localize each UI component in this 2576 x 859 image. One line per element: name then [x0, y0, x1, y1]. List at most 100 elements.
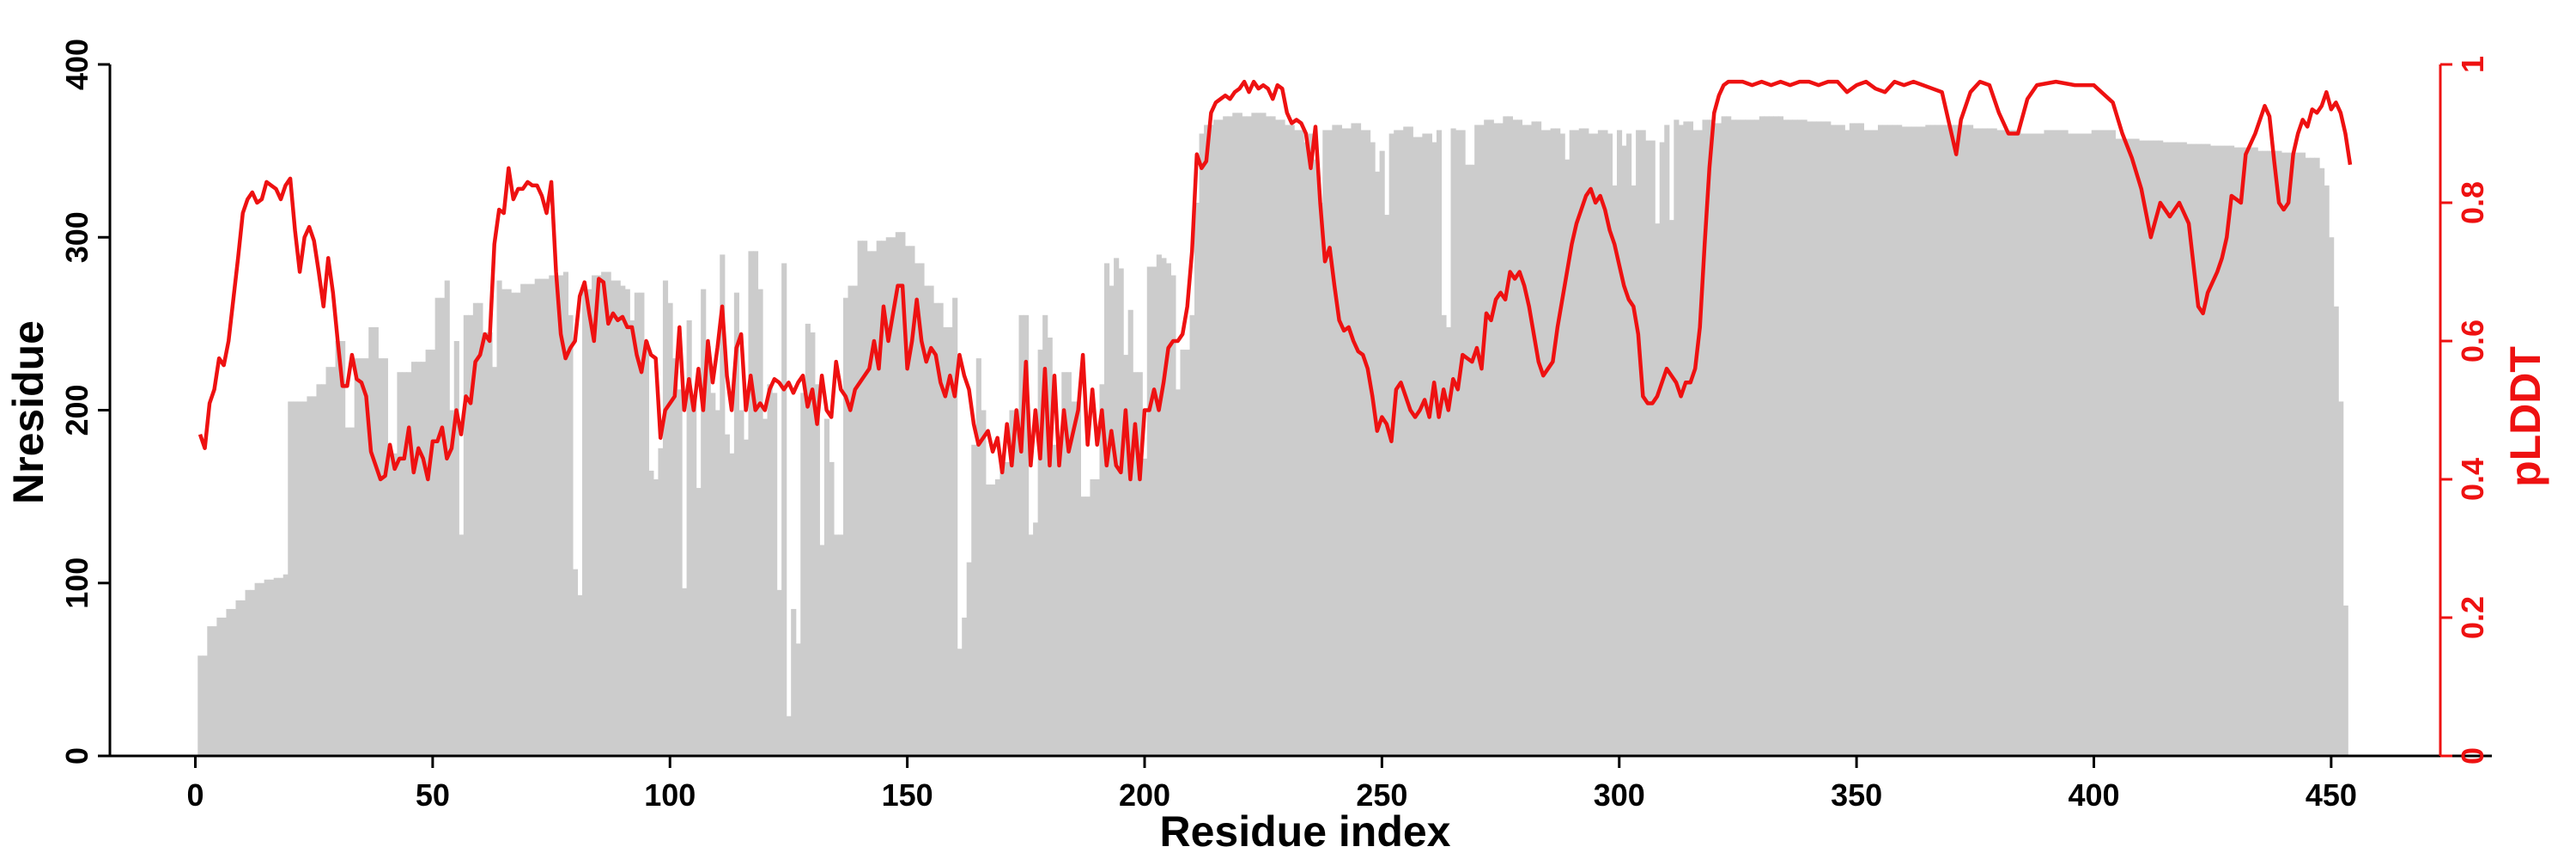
bar — [1777, 116, 1784, 757]
bar — [1498, 123, 1504, 757]
bar — [1236, 113, 1242, 757]
bar — [686, 320, 692, 756]
bar — [800, 393, 806, 757]
bar — [2129, 138, 2136, 757]
bar — [1664, 125, 1670, 756]
bar — [1270, 116, 1276, 757]
bar — [368, 326, 374, 756]
bar — [2196, 143, 2202, 756]
bar — [1968, 125, 1974, 756]
bar — [2181, 142, 2187, 756]
bar — [1180, 350, 1186, 756]
bar — [1165, 263, 1171, 756]
y-right-tick-label: 0 — [2455, 747, 2490, 765]
bar — [2224, 145, 2230, 757]
bar — [999, 461, 1005, 757]
bar — [843, 297, 849, 756]
bar — [677, 389, 683, 756]
bar — [729, 453, 735, 756]
bar — [1227, 116, 1233, 757]
bar — [1242, 116, 1248, 757]
bar — [672, 358, 678, 756]
bar — [349, 427, 355, 757]
bar — [453, 341, 459, 756]
bar — [691, 396, 697, 756]
bar — [301, 401, 307, 756]
bar — [1607, 133, 1613, 756]
bar — [643, 341, 649, 756]
bar — [1721, 116, 1727, 757]
bar — [762, 418, 769, 756]
bar — [966, 562, 972, 756]
bar — [1013, 410, 1020, 756]
bar — [1099, 384, 1105, 756]
bar — [1887, 125, 1893, 756]
bar — [743, 439, 750, 756]
bar — [1061, 372, 1067, 756]
bar — [1649, 140, 1656, 757]
bar — [197, 655, 204, 756]
bar — [2267, 150, 2273, 757]
bar — [2290, 152, 2297, 756]
bar — [1935, 125, 1941, 756]
bar — [2063, 130, 2069, 757]
bar — [1640, 130, 1646, 757]
bar — [1255, 113, 1262, 757]
bar — [919, 263, 925, 756]
bar — [1004, 461, 1011, 757]
bar — [981, 410, 987, 756]
bar — [1413, 137, 1419, 756]
bar — [895, 232, 901, 757]
bar — [2205, 143, 2211, 756]
bar — [1978, 128, 1984, 756]
bar — [421, 362, 427, 756]
bar — [2305, 157, 2311, 757]
bar — [1683, 121, 1689, 756]
bar — [283, 574, 289, 756]
bar — [1317, 203, 1323, 756]
bar — [2068, 133, 2074, 756]
bar — [1388, 133, 1394, 756]
bar — [720, 254, 726, 757]
bar — [568, 314, 574, 756]
bar — [534, 278, 540, 756]
bar — [838, 534, 844, 756]
bar — [1441, 314, 1447, 756]
y-left-tick-label: 400 — [59, 39, 94, 90]
bar — [1184, 350, 1191, 756]
bar — [235, 600, 241, 757]
bar — [2319, 168, 2325, 756]
x-tick-label: 250 — [1356, 777, 1407, 813]
bar — [297, 401, 303, 756]
bar — [2172, 142, 2178, 756]
bar — [1982, 128, 1988, 756]
bar — [425, 350, 431, 756]
bar — [307, 396, 313, 756]
bar — [434, 297, 440, 756]
bar — [1351, 123, 1357, 757]
bar — [853, 285, 859, 757]
bar — [1740, 119, 1746, 756]
bar — [1308, 133, 1314, 756]
bar — [1820, 121, 1826, 756]
bar — [2058, 130, 2064, 757]
bar — [1668, 220, 1674, 757]
bar — [1839, 125, 1845, 756]
bar — [207, 626, 213, 756]
x-tick-label: 450 — [2306, 777, 2357, 813]
y-left-tick-label: 300 — [59, 211, 94, 263]
bar — [1431, 142, 1437, 756]
bar — [876, 241, 882, 756]
y-axis-right-title: pLDDT — [2501, 346, 2549, 487]
bar — [1678, 125, 1684, 756]
bar — [1127, 309, 1133, 756]
tick-labels: 0 50 100 150 200 250 300 350 400 450 0 100 200 300 400… — [59, 39, 2490, 813]
bar — [881, 241, 887, 756]
bar — [1208, 125, 1214, 756]
bar — [487, 332, 493, 756]
bar — [857, 241, 863, 756]
bar — [278, 577, 284, 756]
bar — [885, 237, 891, 756]
x-tick-label: 150 — [882, 777, 933, 813]
bar — [1811, 121, 1817, 756]
